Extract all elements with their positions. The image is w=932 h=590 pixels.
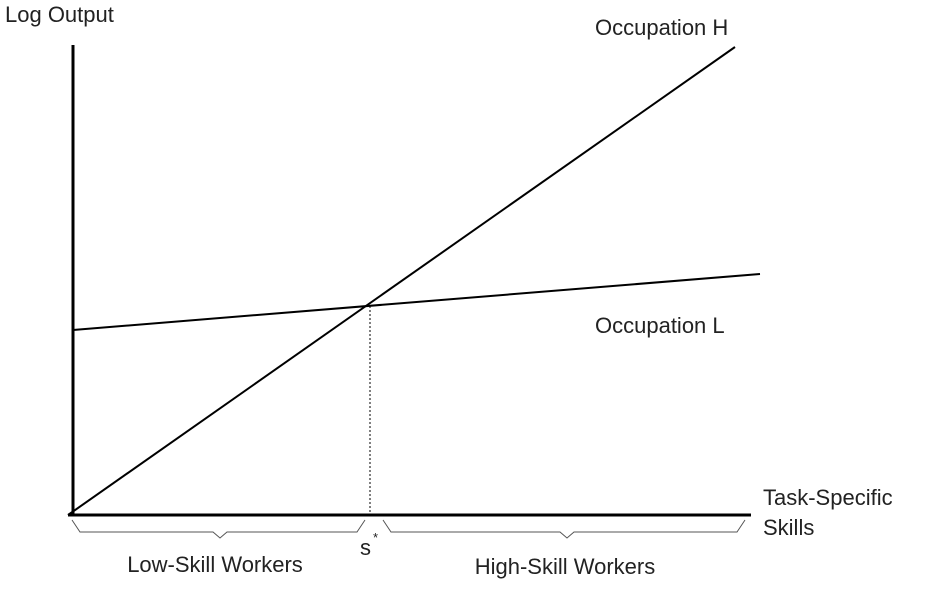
line-label: Occupation L xyxy=(595,313,725,338)
threshold-sup: * xyxy=(373,530,378,545)
group-label: Low-Skill Workers xyxy=(127,552,303,577)
occupation-l-line xyxy=(72,273,761,331)
group-label: High-Skill Workers xyxy=(475,554,656,579)
threshold-label: s xyxy=(360,535,371,560)
line-label: Occupation H xyxy=(595,15,728,40)
high-skill-brace xyxy=(382,519,746,539)
occupation-h-line xyxy=(67,46,736,516)
low-skill-brace xyxy=(71,519,366,539)
x-axis-label: Skills xyxy=(763,515,814,540)
x-axis-label: Task-Specific xyxy=(763,485,893,510)
y-axis-label: Log Output xyxy=(5,2,114,27)
